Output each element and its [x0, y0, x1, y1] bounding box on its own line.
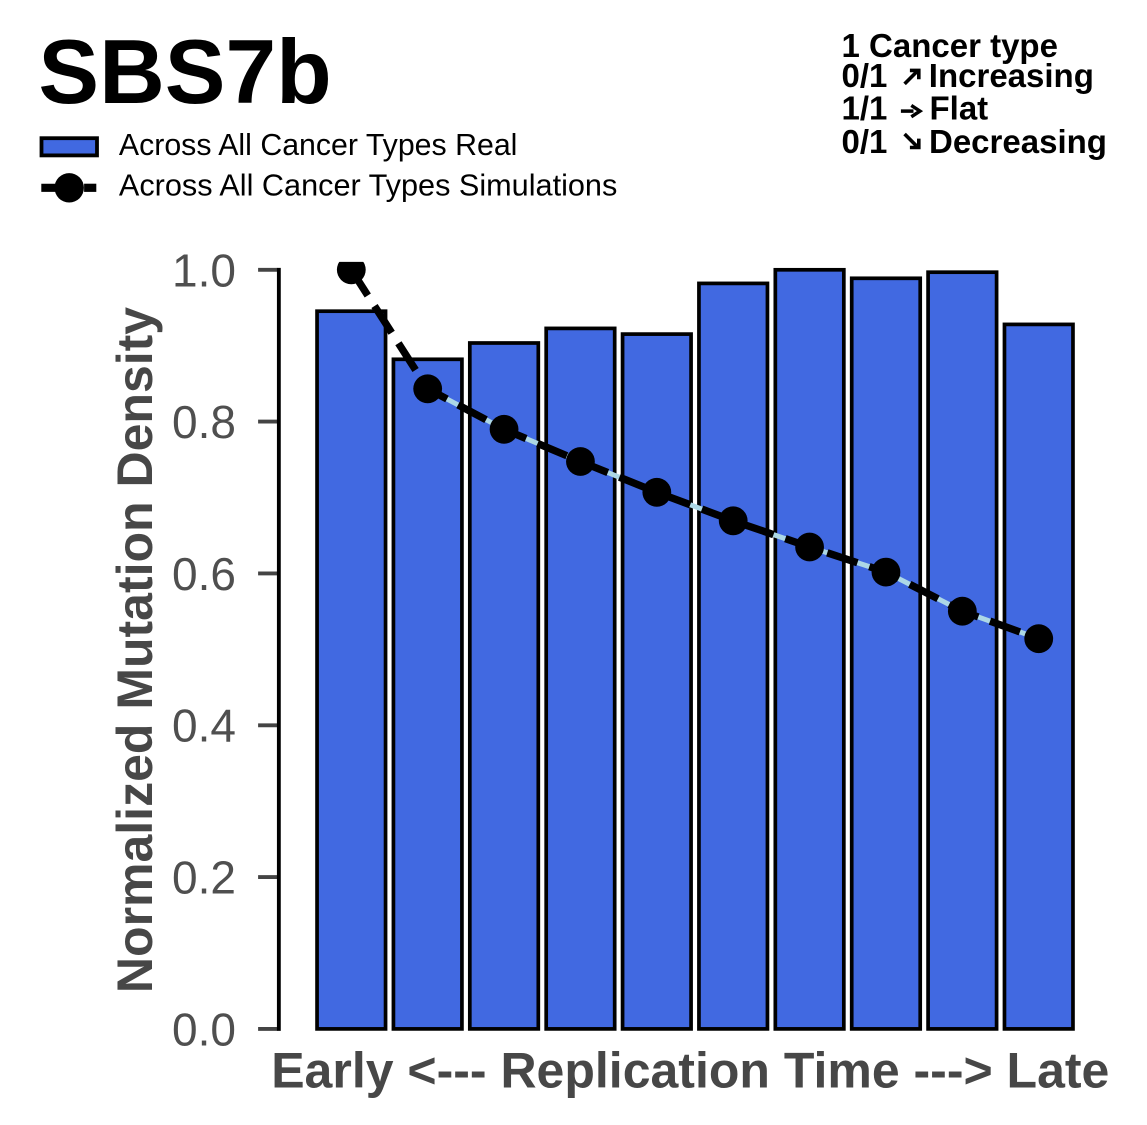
svg-text:1.0: 1.0: [172, 244, 236, 296]
svg-text:Across All Cancer Types Simula: Across All Cancer Types Simulations: [119, 168, 617, 202]
svg-text:Normalized Mutation Density: Normalized Mutation Density: [107, 307, 163, 993]
svg-text:1/1: 1/1: [842, 90, 888, 127]
svg-text:0.0: 0.0: [172, 1003, 236, 1055]
svg-text:0.6: 0.6: [172, 548, 236, 600]
svg-text:0.8: 0.8: [172, 396, 236, 448]
svg-text:0.4: 0.4: [172, 700, 236, 752]
svg-text:0.2: 0.2: [172, 852, 236, 904]
svg-text:0/1: 0/1: [842, 57, 888, 94]
svg-text:0/1: 0/1: [842, 123, 888, 160]
svg-text:Flat: Flat: [930, 90, 989, 127]
svg-text:Early <--- Replication Time --: Early <--- Replication Time ---> Late: [271, 1042, 1109, 1098]
svg-text:Increasing: Increasing: [929, 57, 1094, 94]
svg-text:Across All Cancer Types Real: Across All Cancer Types Real: [119, 129, 518, 162]
svg-text:1 Cancer type: 1 Cancer type: [842, 27, 1058, 64]
svg-text:Decreasing: Decreasing: [929, 123, 1107, 160]
svg-text:SBS7b: SBS7b: [38, 22, 331, 123]
